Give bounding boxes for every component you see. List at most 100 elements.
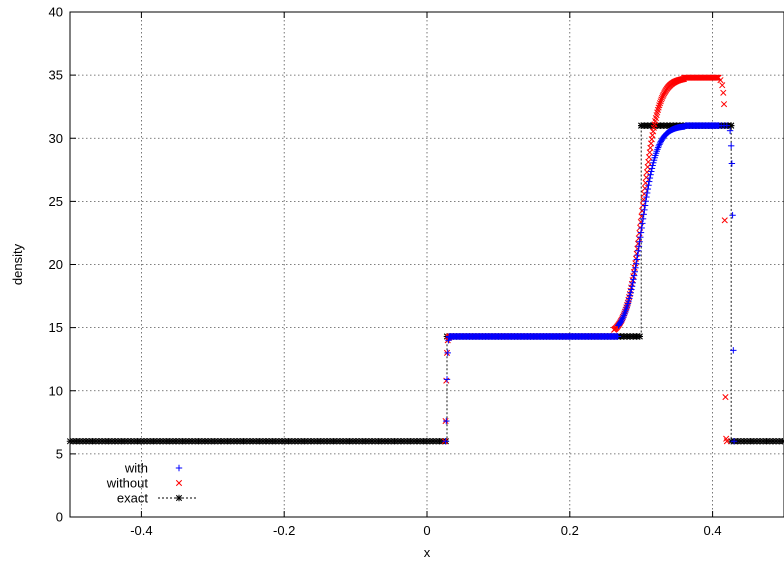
with-point — [645, 178, 653, 185]
with-point — [630, 272, 638, 279]
y-tick-label: 20 — [49, 257, 63, 272]
with-point — [637, 233, 644, 241]
with-point — [644, 185, 652, 193]
without-point — [658, 94, 666, 101]
with-point — [640, 211, 647, 218]
with-point — [728, 160, 736, 167]
with-point — [625, 297, 632, 305]
with-point — [626, 295, 633, 302]
with-point — [643, 193, 650, 201]
with-point — [617, 318, 625, 325]
without-point — [713, 74, 720, 81]
with-point — [632, 260, 640, 267]
with-point — [627, 289, 634, 296]
series-without — [441, 74, 730, 445]
with-point — [723, 122, 731, 129]
with-point — [443, 417, 450, 425]
with-point — [646, 174, 654, 182]
without-point — [643, 174, 650, 181]
without-point — [719, 82, 726, 89]
without-point — [642, 179, 649, 186]
with-point — [641, 202, 649, 209]
with-point — [729, 212, 736, 219]
grid-lines — [70, 12, 784, 517]
y-tick-label: 5 — [56, 446, 63, 461]
with-point — [726, 127, 734, 134]
x-tick-label: 0 — [423, 523, 430, 538]
axis-ticks: 0 5 10 15 20 25 30 35 40 -0.4 -0.2 0 0.2 0.4 — [49, 5, 722, 539]
with-point — [445, 334, 453, 341]
without-point — [720, 89, 727, 96]
with-point — [636, 238, 643, 245]
without-point — [655, 104, 662, 111]
with-point — [645, 182, 652, 189]
with-point — [631, 268, 639, 275]
without-point — [658, 96, 665, 103]
x-tick-label: -0.2 — [273, 523, 295, 538]
without-point — [656, 100, 664, 107]
with-point — [648, 165, 656, 172]
without-point — [656, 102, 663, 109]
with-point — [442, 438, 449, 445]
without-point — [443, 377, 450, 384]
with-point — [635, 247, 642, 254]
with-point — [647, 171, 654, 178]
with-point — [637, 229, 645, 236]
with-point — [633, 256, 641, 263]
without-point — [680, 75, 688, 83]
with-point — [618, 316, 625, 324]
without-point — [657, 98, 664, 105]
with-point — [727, 142, 735, 150]
with-point — [635, 243, 643, 250]
without-point — [722, 393, 729, 401]
legend-marker-without — [175, 479, 183, 487]
exact-point — [779, 438, 784, 445]
without-point — [643, 169, 651, 176]
legend-label-exact: exact — [117, 491, 148, 506]
legend-marker-with — [175, 464, 183, 472]
x-axis-label: x — [424, 545, 431, 560]
x-tick-label: 0.2 — [561, 523, 579, 538]
plot-area — [66, 74, 784, 445]
with-point — [639, 215, 647, 223]
series-exact — [66, 122, 784, 445]
with-point — [629, 279, 636, 287]
with-point — [730, 438, 738, 445]
with-point — [730, 347, 737, 354]
with-point — [643, 189, 651, 197]
without-point — [717, 77, 724, 84]
y-tick-label: 25 — [49, 194, 63, 209]
with-point — [642, 198, 649, 205]
without-point — [721, 217, 728, 224]
with-point — [638, 224, 645, 232]
with-point — [648, 168, 655, 175]
y-axis-label: density — [10, 243, 25, 285]
legend-marker-exact — [175, 494, 183, 502]
without-point — [720, 101, 728, 108]
with-point — [443, 376, 451, 383]
y-tick-label: 0 — [56, 510, 63, 525]
with-point — [619, 315, 626, 322]
with-point — [656, 141, 663, 148]
y-tick-label: 40 — [49, 5, 63, 20]
y-tick-label: 15 — [49, 320, 63, 335]
series-with — [442, 122, 738, 445]
legend-label-with: with — [124, 461, 148, 476]
with-point — [634, 251, 641, 259]
without-point — [723, 438, 730, 445]
with-point — [655, 142, 662, 150]
with-point — [641, 206, 648, 214]
with-point — [649, 162, 656, 169]
y-tick-label: 10 — [49, 383, 63, 398]
x-tick-label: -0.4 — [130, 523, 152, 538]
x-tick-label: 0.4 — [704, 523, 722, 538]
legend-label-without: without — [106, 476, 149, 491]
without-point — [645, 158, 652, 166]
with-point — [628, 283, 636, 290]
with-point — [681, 123, 689, 130]
with-point — [639, 220, 646, 227]
with-point — [628, 286, 635, 293]
exact-point — [636, 333, 643, 340]
